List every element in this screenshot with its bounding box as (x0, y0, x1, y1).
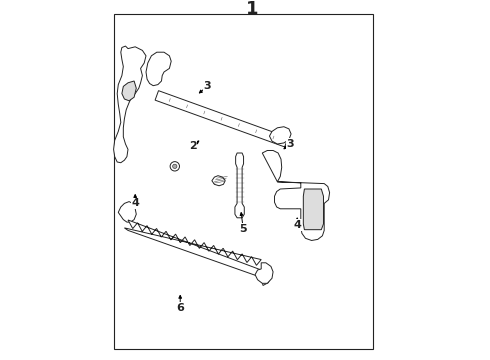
Text: 4: 4 (293, 220, 301, 230)
Text: 3: 3 (203, 81, 211, 91)
Text: 2: 2 (189, 141, 196, 151)
Circle shape (172, 164, 177, 168)
Text: 5: 5 (240, 224, 247, 234)
Circle shape (170, 162, 179, 171)
Text: 6: 6 (176, 303, 184, 313)
Text: 4: 4 (131, 198, 139, 208)
Polygon shape (124, 220, 270, 285)
Polygon shape (122, 81, 136, 101)
Polygon shape (235, 153, 245, 218)
Polygon shape (262, 150, 330, 240)
Polygon shape (255, 263, 273, 283)
Bar (114, 14, 373, 349)
Polygon shape (270, 127, 291, 144)
Polygon shape (303, 189, 323, 230)
Polygon shape (146, 52, 171, 86)
Polygon shape (212, 176, 225, 186)
Polygon shape (155, 91, 288, 147)
Text: 3: 3 (286, 139, 294, 149)
Polygon shape (118, 202, 136, 222)
Polygon shape (114, 46, 146, 163)
Text: 1: 1 (246, 0, 258, 18)
